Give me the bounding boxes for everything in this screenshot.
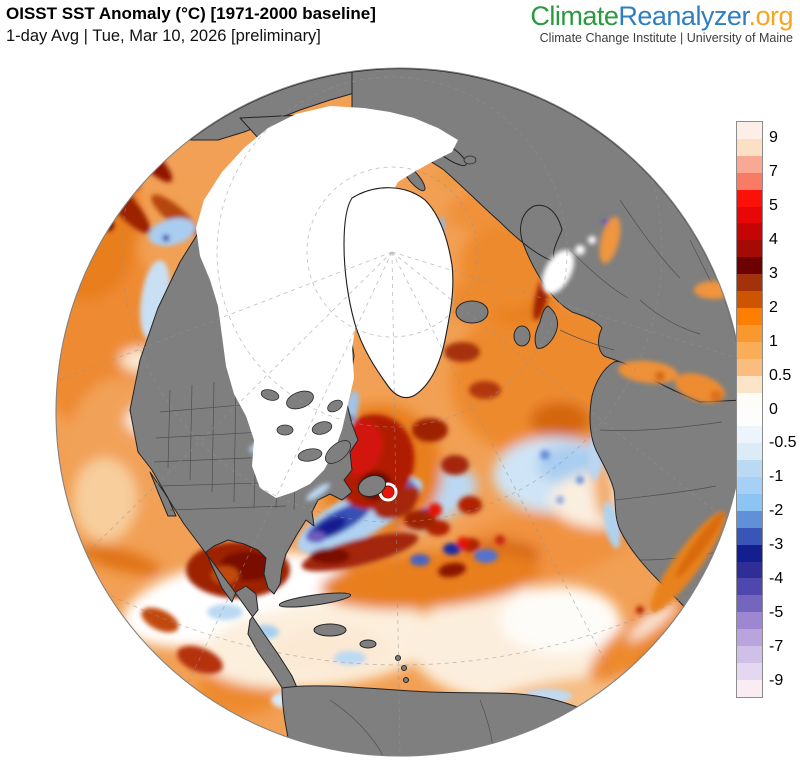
colorbar-band [737, 206, 762, 224]
colorbar-tick-label: 3 [769, 264, 778, 282]
colorbar-band [737, 341, 762, 359]
colorbar-tick-label: 0.5 [769, 366, 792, 384]
colorbar-band [737, 679, 762, 697]
graticule [59, 68, 744, 756]
inland-seas [249, 216, 734, 613]
colorbar-band [737, 544, 762, 562]
colorbar-band [737, 358, 762, 376]
logo-org: .org [748, 1, 793, 31]
colorbar-tick-label: -5 [769, 604, 784, 622]
colorbar-band [737, 138, 762, 156]
colorbar-band [737, 409, 762, 427]
colorbar-tick-label: -9 [769, 672, 784, 690]
site-branding: ClimateReanalyzer.org Climate Change Ins… [530, 2, 793, 45]
colorbar-tick-label: -7 [769, 638, 784, 656]
colorbar-tick-label: 4 [769, 230, 778, 248]
colorbar-tick-label: 1 [769, 332, 778, 350]
logo-climate: Climate [530, 1, 619, 31]
colorbar-band [737, 629, 762, 647]
colorbar-tick-label: -2 [769, 502, 784, 520]
ice-layer [196, 106, 477, 498]
colorbar-band [737, 612, 762, 630]
colorbar-tick-label: 2 [769, 298, 778, 316]
colorbar-tick-label: 7 [769, 162, 778, 180]
colorbar-band [737, 189, 762, 207]
colorbar-band [737, 223, 762, 241]
colorbar-band [737, 595, 762, 613]
page-subtitle: 1-day Avg | Tue, Mar 10, 2026 [prelimina… [6, 27, 321, 45]
colorbar-band [737, 240, 762, 258]
colorbar-band [737, 375, 762, 393]
colorbar-band [737, 274, 762, 292]
colorbar-tick-label: -3 [769, 536, 784, 554]
colorbar-band [737, 443, 762, 461]
colorbar-tick-label: 9 [769, 128, 778, 146]
colorbar-tick-label: 5 [769, 196, 778, 214]
colorbar-band [737, 324, 762, 342]
colorbar-tick-label: -1 [769, 468, 784, 486]
colorbar-band [737, 307, 762, 325]
colorbar-band [737, 172, 762, 190]
colorbar-band [737, 426, 762, 444]
logo-reanalyzer: Reanalyzer [618, 1, 749, 31]
colorbar-band [737, 291, 762, 308]
colorbar-band [737, 122, 762, 139]
colorbar-band [737, 561, 762, 579]
page-title: OISST SST Anomaly (°C) [1971-2000 baseli… [6, 4, 376, 23]
colorbar-band [737, 493, 762, 511]
colorbar-band [737, 460, 762, 478]
colorbar-band [737, 578, 762, 596]
colorbar-band [737, 155, 762, 173]
colorbar-band [737, 527, 762, 545]
colorbar-bands [737, 122, 762, 697]
site-logo-link[interactable]: ClimateReanalyzer.org [530, 2, 793, 30]
colorbar [736, 121, 763, 698]
colorbar-band [737, 663, 762, 680]
colorbar-band [737, 257, 762, 275]
colorbar-ticks: 9 7 5 4 3 2 1 0.5 0 -0.5 -1 -2 -3 -4 -5 -7 -9 [769, 121, 800, 698]
colorbar-band [737, 646, 762, 663]
colorbar-tick-label: 0 [769, 400, 778, 418]
colorbar-tick-label: -4 [769, 570, 784, 588]
colorbar-band [737, 477, 762, 494]
colorbar-band [737, 392, 762, 410]
colorbar-tick-label: -0.5 [769, 434, 797, 452]
branding-tagline: Climate Change Institute | University of… [539, 31, 793, 45]
colorbar-band [737, 510, 762, 528]
